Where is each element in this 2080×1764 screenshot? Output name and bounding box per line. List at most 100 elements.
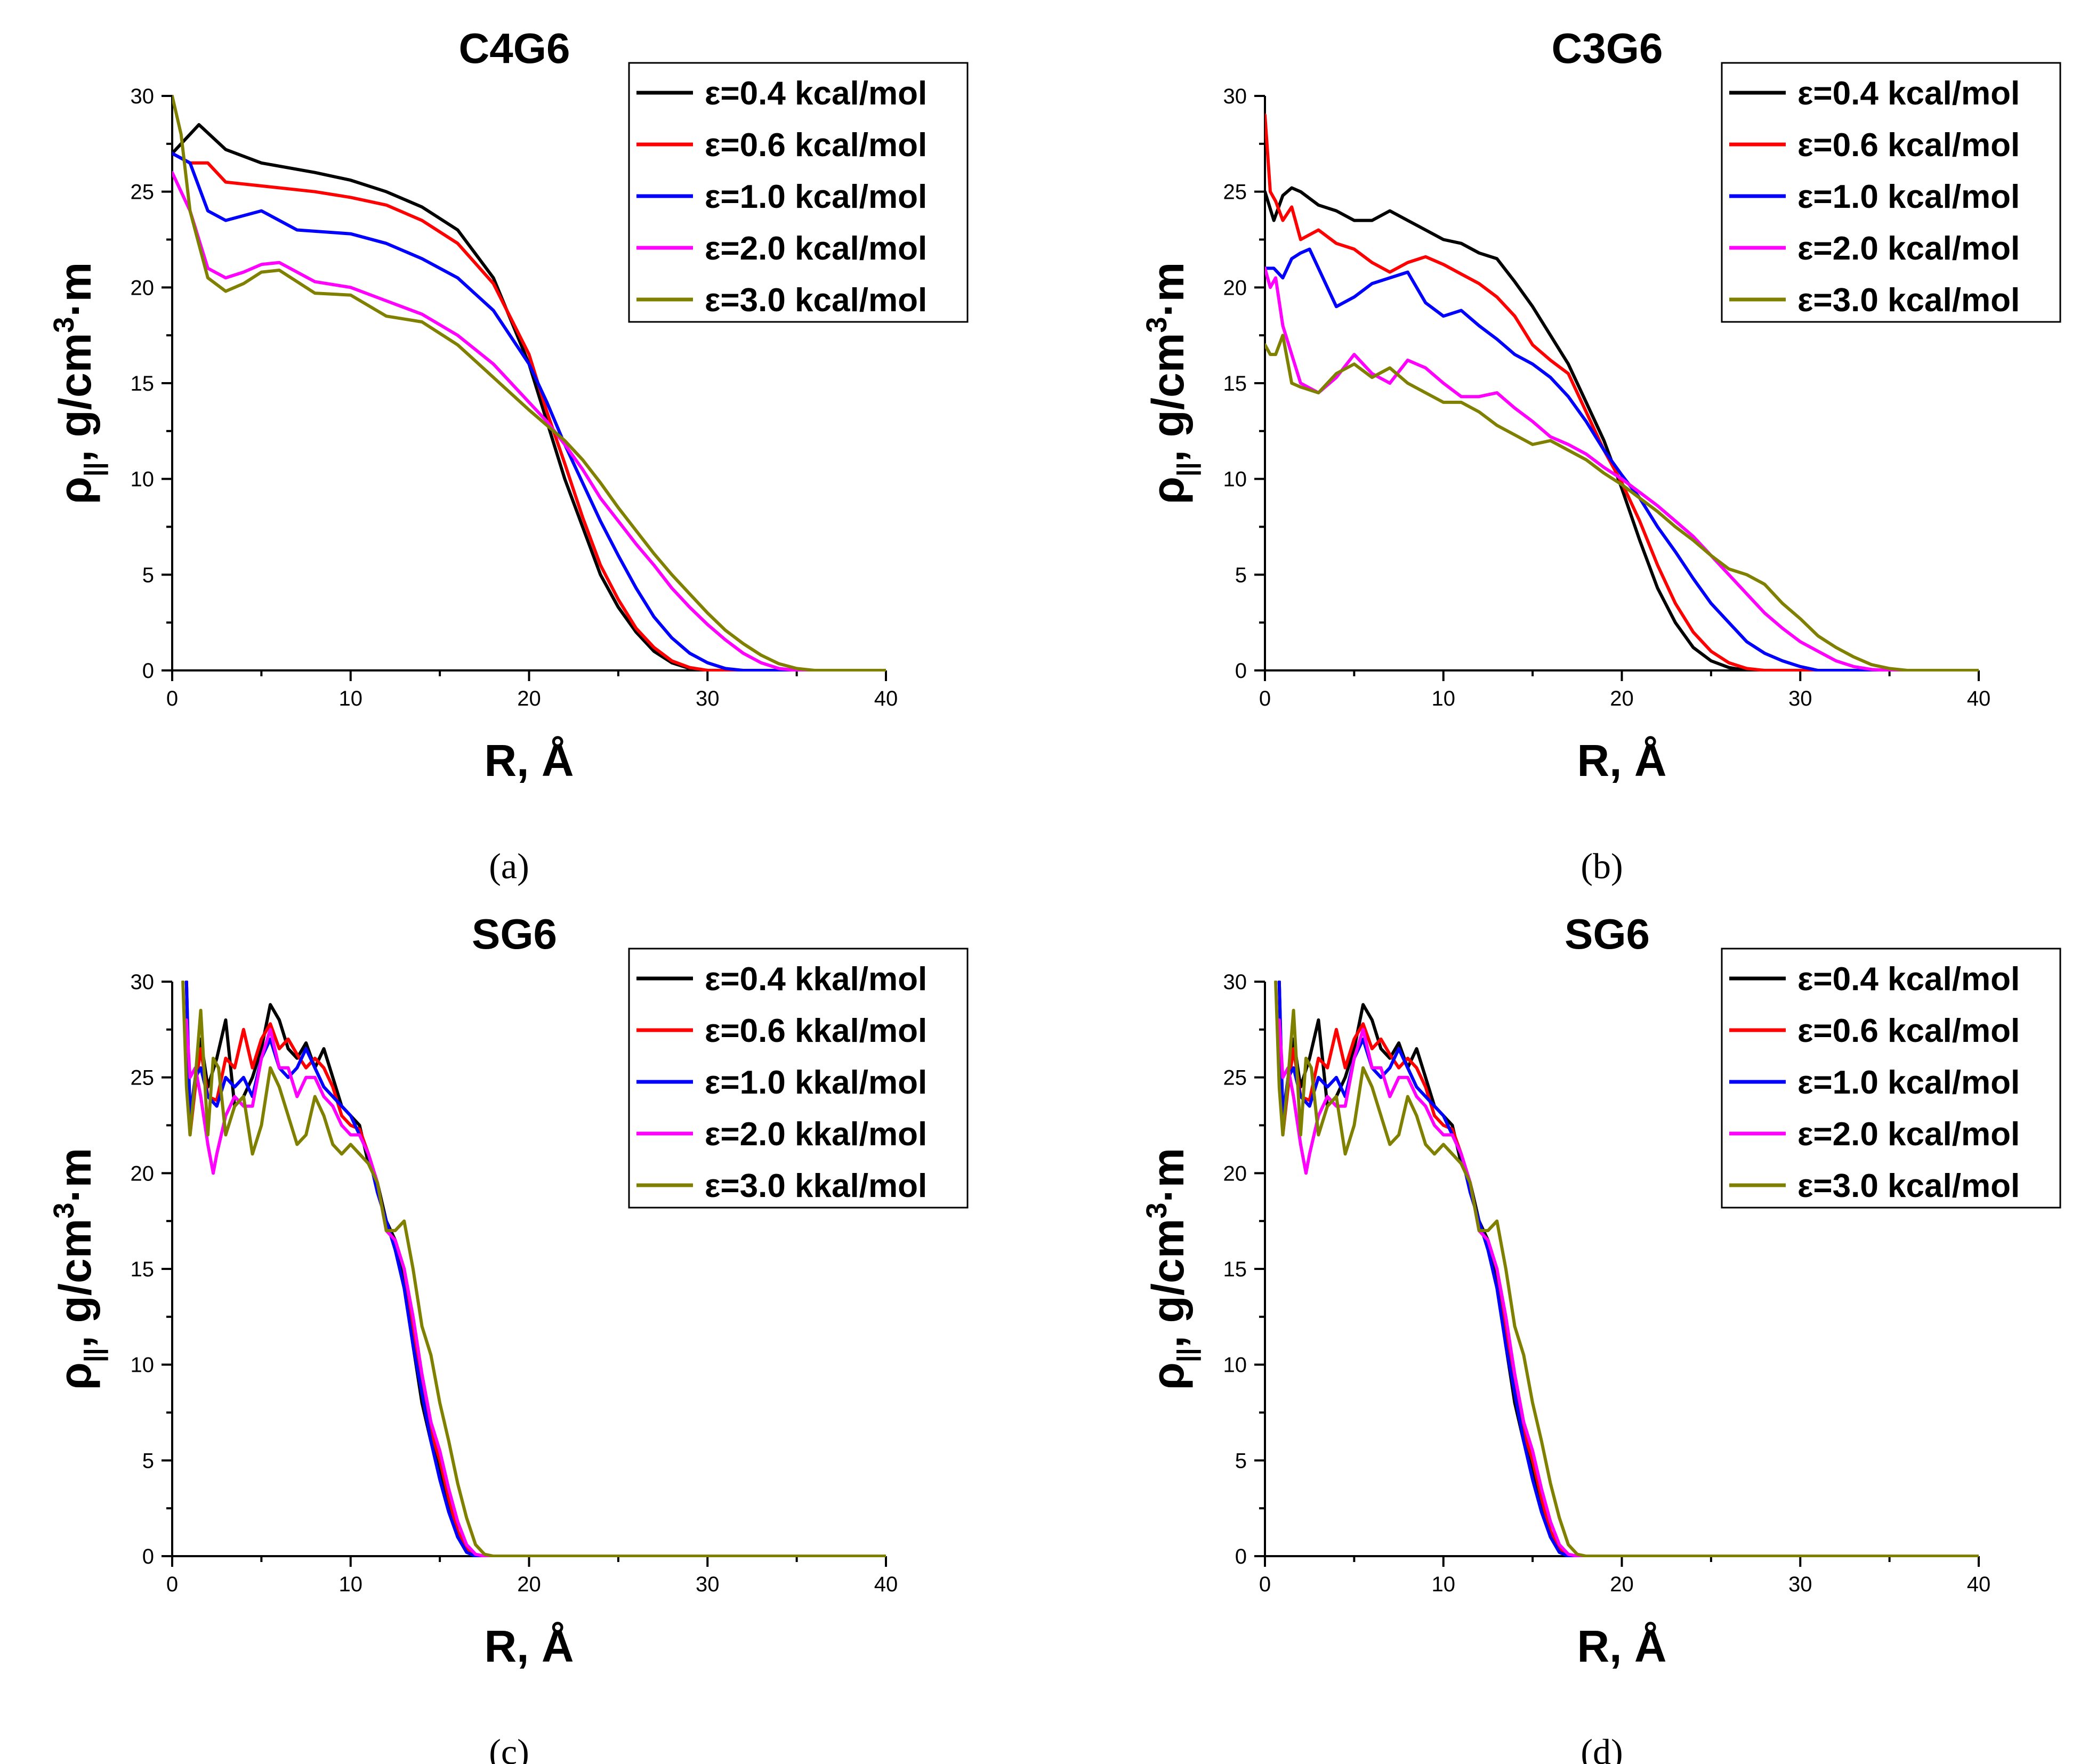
x-tick-label: 0 [1259, 687, 1271, 710]
series-group [181, 981, 886, 1557]
y-tick-label: 0 [1235, 1545, 1247, 1568]
x-tick-label: 10 [1432, 687, 1456, 710]
x-tick-label: 20 [1610, 687, 1634, 710]
chart-title: SG6 [1565, 910, 1650, 958]
legend-label: ε=1.0 kcal/mol [1797, 1064, 2020, 1101]
y-tick-label: 0 [142, 659, 154, 683]
y-tick-label: 15 [131, 1258, 155, 1281]
legend-label: ε=2.0 kcal/mol [705, 230, 927, 267]
series-line-5 [172, 95, 886, 671]
y-tick-label: 10 [131, 1354, 155, 1377]
x-tick-label: 20 [1610, 1573, 1634, 1596]
x-tick-label: 0 [166, 1573, 178, 1596]
legend-box [628, 948, 969, 1209]
series-line-3 [172, 151, 886, 671]
y-tick-label: 25 [131, 181, 155, 204]
legend-label: ε=0.4 kcal/mol [705, 75, 927, 112]
y-tick-label: 10 [1223, 1354, 1247, 1377]
y-tick-label: 15 [1223, 1258, 1247, 1281]
y-tick-label: 5 [142, 563, 154, 587]
legend-label: ε=0.6 kcal/mol [1797, 1013, 2020, 1049]
y-axis-title: ρ||, g/cm3·m [1141, 1148, 1201, 1390]
legend-label: ε=1.0 kcal/mol [705, 179, 927, 215]
series-line-3 [1277, 981, 1979, 1557]
legend-label: ε=1.0 kcal/mol [1797, 179, 2020, 215]
series-line-4 [1277, 1018, 1979, 1557]
y-tick-label: 0 [142, 1545, 154, 1568]
x-tick-label: 40 [874, 687, 898, 710]
y-tick-label: 20 [1223, 276, 1247, 300]
chart-panel-3: 0 10 20 30 40 0 5 10 15 20 25 30 SG6 R, Å ρ||, g/cm3·m… [48, 910, 969, 1764]
legend-label: ε=0.4 kcal/mol [1797, 75, 2020, 112]
y-tick-label: 20 [131, 1162, 155, 1185]
x-tick-label: 0 [1259, 1573, 1271, 1596]
x-tick-label: 30 [696, 1573, 720, 1596]
x-axis-title: R, Å [1577, 735, 1667, 786]
x-tick-label: 30 [1788, 1573, 1812, 1596]
chart-panel-1: 0 10 20 30 40 0 5 10 15 20 25 30 C4G6 R, Å ρ||, g/cm3·… [48, 25, 969, 886]
y-tick-label: 30 [131, 85, 155, 108]
legend-label: ε=2.0 kcal/mol [1797, 1116, 2020, 1153]
y-tick-label: 5 [1235, 1449, 1247, 1472]
legend-label: ε=2.0 kcal/mol [1797, 230, 2020, 267]
legend-label: ε=0.4 kcal/mol [1797, 961, 2020, 998]
chart-title: SG6 [472, 910, 557, 958]
panel-caption: (b) [1581, 846, 1623, 886]
y-tick-label: 30 [1223, 85, 1247, 108]
legend-label: ε=0.6 kkal/mol [705, 1013, 927, 1049]
chart-panel-4: 0 10 20 30 40 0 5 10 15 20 25 30 SG6 R, Å ρ||, g/cm3·m… [1141, 910, 2061, 1764]
y-tick-label: 10 [1223, 468, 1247, 491]
series-line-1 [172, 123, 886, 671]
series-group [172, 95, 886, 671]
legend-box [1721, 62, 2061, 323]
series-group [1265, 113, 1979, 671]
y-tick-label: 15 [131, 372, 155, 395]
series-line-5 [181, 981, 886, 1557]
legend-label: ε=3.0 kkal/mol [705, 1168, 927, 1204]
y-tick-label: 30 [131, 970, 155, 994]
legend-label: ε=0.6 kcal/mol [1797, 127, 2020, 164]
y-axis-title: ρ||, g/cm3·m [48, 262, 108, 504]
y-tick-label: 10 [131, 468, 155, 491]
legend-label: ε=3.0 kcal/mol [1797, 1168, 2020, 1204]
x-axis-title: R, Å [485, 1621, 574, 1671]
y-tick-label: 5 [1235, 563, 1247, 587]
legend-label: ε=0.4 kkal/mol [705, 961, 927, 998]
legend-box [1721, 948, 2061, 1209]
chart-title: C4G6 [459, 25, 570, 72]
legend-box [628, 62, 969, 323]
x-tick-label: 10 [339, 687, 363, 710]
x-axis-title: R, Å [485, 735, 574, 786]
series-group [1274, 981, 1979, 1557]
x-tick-label: 40 [874, 1573, 898, 1596]
series-line-4 [184, 1018, 886, 1557]
series-line-1 [1265, 186, 1979, 671]
y-tick-label: 5 [142, 1449, 154, 1472]
panel-caption: (c) [489, 1731, 529, 1764]
chart-panel-2: 0 10 20 30 40 0 5 10 15 20 25 30 C3G6 R, Å ρ||, g/cm3·… [1141, 25, 2061, 886]
series-line-2 [1265, 113, 1979, 671]
x-tick-label: 0 [166, 687, 178, 710]
panel-caption: (d) [1581, 1731, 1623, 1764]
legend-label: ε=3.0 kcal/mol [1797, 282, 2020, 319]
y-tick-label: 25 [1223, 1066, 1247, 1090]
series-line-5 [1265, 334, 1979, 671]
legend-label: ε=0.6 kcal/mol [705, 127, 927, 164]
legend-label: ε=1.0 kkal/mol [705, 1064, 927, 1101]
x-tick-label: 30 [1788, 687, 1812, 710]
x-tick-label: 20 [517, 1573, 541, 1596]
y-axis-title: ρ||, g/cm3·m [48, 1148, 108, 1390]
x-tick-label: 10 [1432, 1573, 1456, 1596]
x-tick-label: 40 [1967, 687, 1991, 710]
y-tick-label: 0 [1235, 659, 1247, 683]
legend-label: ε=2.0 kkal/mol [705, 1116, 927, 1153]
x-tick-label: 30 [696, 687, 720, 710]
y-tick-label: 25 [131, 1066, 155, 1090]
series-line-5 [1274, 981, 1979, 1557]
y-tick-label: 20 [131, 276, 155, 300]
y-tick-label: 20 [1223, 1162, 1247, 1185]
y-tick-label: 15 [1223, 372, 1247, 395]
y-axis-title: ρ||, g/cm3·m [1141, 262, 1201, 504]
x-tick-label: 10 [339, 1573, 363, 1596]
